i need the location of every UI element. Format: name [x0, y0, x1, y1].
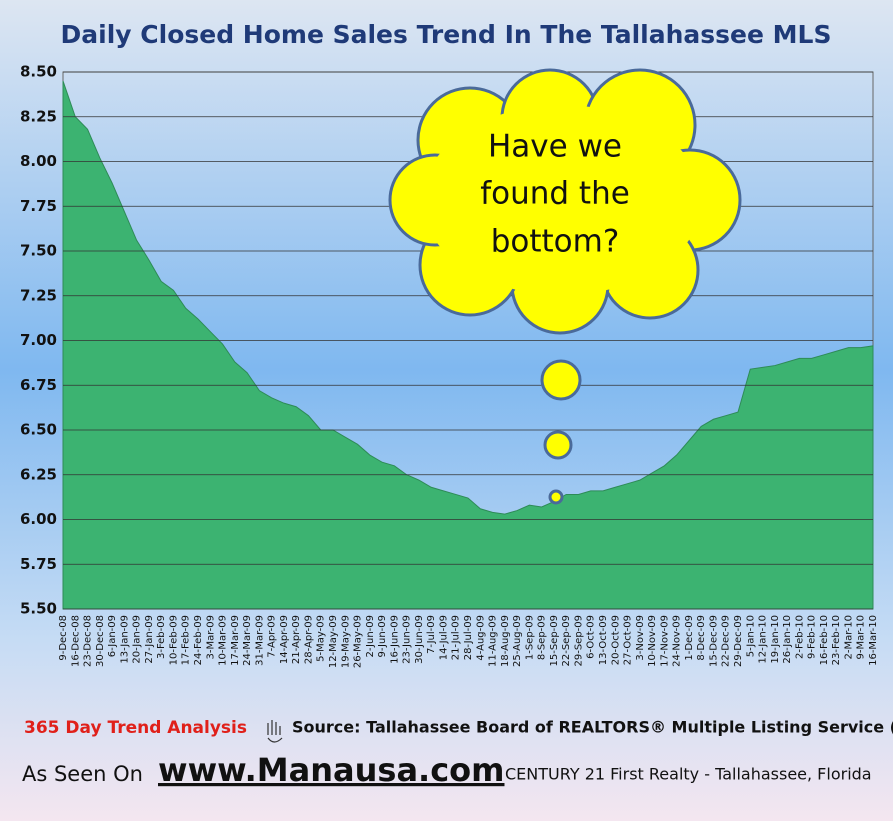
- x-tick-label: 10-Nov-09: [647, 615, 658, 667]
- x-tick-label: 13-Jan-09: [119, 615, 130, 664]
- x-tick-label: 23-Jun-09: [402, 615, 413, 664]
- x-tick-label: 23-Feb-10: [831, 615, 842, 665]
- x-tick-label: 9-Jun-09: [377, 615, 388, 658]
- x-tick-label: 7-Apr-09: [267, 615, 278, 658]
- y-tick-label: 6.50: [20, 421, 57, 439]
- x-tick-label: 19-Jan-10: [770, 615, 781, 664]
- x-tick-label: 2-Mar-10: [843, 615, 854, 660]
- x-tick-label: 3-Mar-09: [205, 615, 216, 660]
- x-tick-label: 10-Feb-09: [168, 615, 179, 665]
- x-tick-label: 16-Jun-09: [389, 615, 400, 664]
- x-tick-label: 12-Jan-10: [758, 615, 769, 664]
- x-tick-label: 20-Oct-09: [610, 615, 621, 665]
- x-tick-label: 9-Dec-08: [58, 615, 69, 661]
- annotation: Have we: [488, 129, 622, 165]
- x-tick-label: 24-Feb-09: [193, 615, 204, 665]
- area: [62, 80, 874, 610]
- x-tick-label: 22-Sep-09: [561, 615, 572, 667]
- thought-cloud: [388, 68, 742, 505]
- x-tick-label: 1-Dec-09: [684, 615, 695, 661]
- seen-on: As Seen On: [22, 762, 143, 786]
- x-tick-label: 20-Jan-09: [132, 615, 143, 664]
- x-tick-label: 28-Apr-09: [303, 615, 314, 664]
- x-tick-label: 25-Aug-09: [512, 615, 523, 667]
- x-tick-label: 16-Dec-08: [70, 615, 81, 667]
- x-tick-label: 26-May-09: [353, 615, 364, 668]
- x-tick-label: 2-Jun-09: [365, 615, 376, 658]
- x-tick-label: 28-Jul-09: [463, 615, 474, 660]
- x-tick-label: 30-Dec-08: [95, 615, 106, 667]
- x-tick-label: 2-Feb-10: [794, 615, 805, 659]
- annotation: found the: [480, 176, 630, 212]
- annotation: bottom?: [491, 224, 620, 260]
- x-tick-label: 26-Jan-10: [782, 615, 793, 664]
- x-tick-label: 6-Jan-09: [107, 615, 118, 657]
- y-tick-label: 7.75: [20, 197, 57, 215]
- x-tick-label: 27-Jan-09: [144, 615, 155, 664]
- x-tick-label: 31-Mar-09: [254, 615, 265, 666]
- x-tick-label: 27-Oct-09: [623, 615, 634, 665]
- x-tick-label: 14-Jul-09: [438, 615, 449, 660]
- x-tick-label: 23-Dec-08: [83, 615, 94, 667]
- x-tick-label: 24-Mar-09: [242, 615, 253, 666]
- x-tick-label: 30-Jun-09: [414, 615, 425, 664]
- x-tick-label: 21-Jul-09: [451, 615, 462, 660]
- y-tick-label: 7.50: [20, 242, 57, 260]
- x-tick-label: 9-Mar-10: [856, 615, 867, 660]
- y-tick-label: 5.75: [20, 555, 57, 573]
- company: CENTURY 21 First Realty - Tallahassee, F…: [505, 765, 872, 784]
- x-tick-label: 21-Apr-09: [291, 615, 302, 664]
- y-tick-label: 7.00: [20, 331, 57, 349]
- x-tick-label: 5-May-09: [316, 615, 327, 662]
- source: Source: Tallahassee Board of REALTORS® M…: [292, 718, 893, 737]
- y-tick-label: 6.00: [20, 510, 57, 528]
- website: www.Manausa.com: [158, 751, 504, 789]
- y-tick-label: 6.25: [20, 465, 57, 483]
- x-tick-label: 8-Sep-09: [537, 615, 548, 660]
- x-tick-label: 22-Dec-09: [721, 615, 732, 667]
- x-tick-label: 15-Sep-09: [549, 615, 560, 667]
- y-tick-label: 8.25: [20, 107, 57, 125]
- hand-icon: [267, 720, 283, 743]
- x-tick-label: 29-Sep-09: [573, 615, 584, 667]
- x-tick-label: 11-Aug-09: [488, 615, 499, 667]
- x-tick-label: 8-Dec-09: [696, 615, 707, 661]
- x-tick-label: 4-Aug-09: [475, 615, 486, 661]
- x-tick-label: 16-Mar-10: [868, 615, 879, 666]
- x-tick-label: 7-Jul-09: [426, 615, 437, 654]
- x-tick-label: 16-Feb-10: [819, 615, 830, 665]
- y-tick-label: 8.50: [20, 63, 57, 81]
- x-tick-label: 19-May-09: [340, 615, 351, 668]
- y-tick-label: 5.50: [20, 600, 57, 618]
- x-tick-label: 17-Nov-09: [659, 615, 670, 667]
- chart-title: Daily Closed Home Sales Trend In The Tal…: [61, 20, 832, 49]
- x-tick-label: 17-Mar-09: [230, 615, 241, 666]
- y-tick-label: 8.00: [20, 152, 57, 170]
- x-tick-label: 29-Dec-09: [733, 615, 744, 667]
- x-tick-label: 3-Nov-09: [635, 615, 646, 661]
- x-tick-label: 1-Sep-09: [524, 615, 535, 660]
- x-tick-label: 9-Feb-10: [807, 615, 818, 659]
- x-tick-label: 24-Nov-09: [672, 615, 683, 667]
- x-tick-label: 18-Aug-09: [500, 615, 511, 667]
- x-tick-label: 6-Oct-09: [586, 615, 597, 659]
- x-tick-label: 3-Feb-09: [156, 615, 167, 659]
- x-tick-label: 17-Feb-09: [181, 615, 192, 665]
- x-tick-label: 12-May-09: [328, 615, 339, 668]
- x-tick-label: 13-Oct-09: [598, 615, 609, 665]
- x-tick-label: 5-Jan-10: [745, 615, 756, 657]
- x-tick-label: 10-Mar-09: [218, 615, 229, 666]
- x-tick-label: 14-Apr-09: [279, 615, 290, 664]
- trend-label: 365 Day Trend Analysis: [24, 718, 247, 738]
- x-tick-label: 15-Dec-09: [708, 615, 719, 667]
- y-tick-label: 6.75: [20, 376, 57, 394]
- y-tick-label: 7.25: [20, 286, 57, 304]
